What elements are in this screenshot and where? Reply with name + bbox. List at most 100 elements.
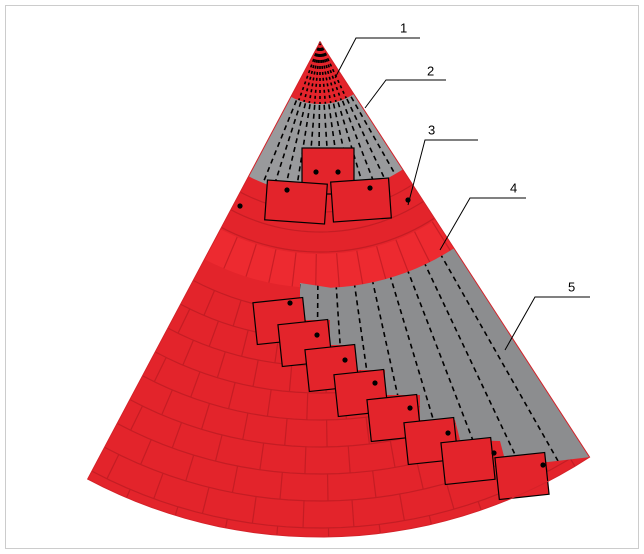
label: 2: [427, 63, 434, 78]
nail: [287, 300, 293, 306]
brick-joint: [227, 382, 236, 409]
tile-joint: [315, 253, 317, 288]
dashed-line: [319, 94, 428, 462]
brick-joint: [232, 300, 242, 327]
dashed-line: [319, 94, 354, 462]
brick-joint: [203, 290, 216, 316]
nail: [367, 185, 373, 191]
brick-joint: [266, 389, 272, 417]
brick-joint: [378, 524, 384, 537]
nail: [342, 357, 348, 363]
nail: [237, 203, 243, 209]
brick-joint: [389, 440, 396, 468]
brick-row: [230, 200, 424, 233]
leader-line: [364, 79, 446, 109]
label: 5: [568, 279, 575, 294]
brick-joint: [288, 364, 293, 392]
nail: [335, 169, 341, 175]
tile: [494, 451, 550, 501]
dashed-line: [319, 94, 499, 462]
label: 1: [400, 20, 407, 35]
nail: [284, 187, 290, 193]
cone: [86, 41, 591, 538]
tile: [440, 436, 496, 486]
tile: [264, 179, 328, 225]
dashed-line: [298, 41, 321, 101]
brick-row: [221, 217, 435, 253]
brick-joint: [252, 359, 259, 387]
brick-joint: [259, 442, 265, 470]
dashed-line: [319, 41, 347, 99]
brick-joint: [177, 308, 191, 334]
brick-joint: [208, 320, 219, 347]
dashed-line: [319, 94, 391, 462]
tile-joint: [245, 244, 257, 277]
brick-joint: [372, 470, 377, 498]
brick-joint: [304, 446, 307, 474]
gray-band: [248, 94, 403, 194]
brick-joint: [214, 434, 223, 462]
dashed-line: [313, 41, 321, 104]
dashed-line: [308, 41, 321, 104]
label: 4: [510, 180, 517, 195]
brick-joint: [231, 465, 239, 493]
brick-joint: [182, 340, 194, 366]
brick-joint: [153, 473, 164, 499]
label: 3: [428, 122, 435, 137]
nail: [540, 462, 546, 468]
dashed-line: [314, 94, 321, 462]
tile-joint: [414, 231, 431, 263]
dashed-line: [319, 94, 533, 462]
brick-joint: [399, 493, 405, 521]
tile: [330, 177, 392, 223]
brick-joint: [185, 454, 195, 482]
dashed-lines: [298, 41, 347, 104]
tile-joint: [336, 253, 340, 288]
leader-line: [504, 296, 590, 351]
brick-joint: [201, 487, 210, 514]
dashed-line: [319, 94, 464, 462]
brick-joint: [445, 483, 455, 510]
brick-joint: [153, 357, 167, 383]
dashed-line: [319, 41, 332, 104]
brick-joint: [201, 403, 211, 430]
tile-joint: [223, 236, 238, 269]
cone-edge: [86, 41, 591, 538]
brick-joint: [279, 472, 283, 500]
nail: [372, 380, 378, 386]
nail: [445, 430, 451, 436]
brick-joint: [130, 405, 143, 431]
brick-joint: [171, 422, 183, 449]
brick-joint: [416, 462, 424, 490]
brick-joint: [306, 392, 309, 420]
brick-joint: [216, 351, 226, 378]
leader-lines: [334, 37, 590, 351]
leader-line: [407, 139, 478, 206]
brick-joint: [140, 439, 152, 465]
dashed-line: [248, 94, 321, 462]
nail: [491, 450, 497, 456]
tile-joint: [356, 250, 364, 285]
leader-line: [334, 37, 420, 79]
dashed-line: [248, 94, 321, 462]
brick-joint: [302, 500, 305, 528]
brick-joint: [365, 417, 370, 445]
dashed-line: [319, 94, 566, 462]
tile-band: [204, 219, 454, 288]
tile-joint: [376, 246, 387, 280]
brick-joint: [242, 412, 249, 440]
nail: [314, 332, 320, 338]
dashed-line: [319, 41, 337, 103]
brick-joint: [161, 389, 173, 416]
nail: [313, 169, 319, 175]
leader-line: [439, 197, 526, 251]
tile-joint: [291, 252, 297, 287]
brick-joint: [251, 496, 257, 524]
brick-joint: [274, 526, 279, 537]
brick-joint: [241, 330, 249, 357]
brick-joint: [190, 371, 201, 398]
brick-joint: [347, 445, 351, 473]
brick-joint: [284, 418, 288, 446]
